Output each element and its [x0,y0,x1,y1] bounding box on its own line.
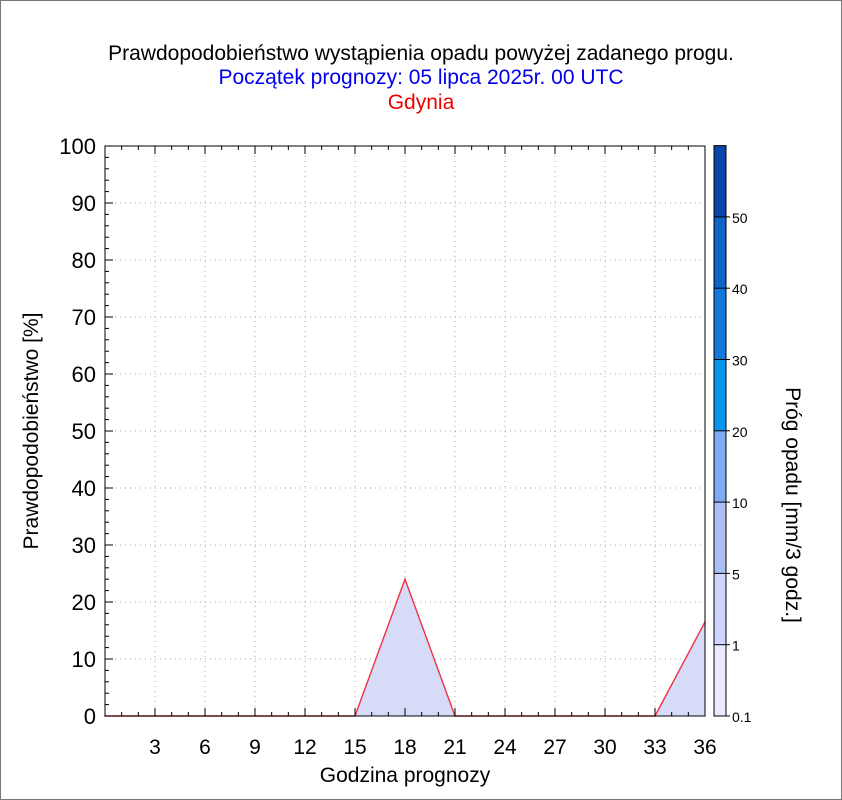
x-tick-label: 30 [593,736,616,759]
x-axis-title: Godzina prognozy [320,764,491,787]
y-tick-label: 40 [72,476,96,501]
x-tick-label: 21 [443,736,466,759]
x-tick-label: 18 [393,736,416,759]
chart-title: Prawdopodobieństwo wystąpienia opadu pow… [108,42,734,65]
y-tick-label: 90 [72,191,96,216]
y-tick-label: 0 [84,704,96,729]
plot-border [104,145,706,717]
y-tick-label: 100 [59,134,96,159]
y-tick-label: 70 [72,305,96,330]
x-tick-label: 6 [199,736,211,759]
colorbar-tick-label: 50 [732,210,748,226]
x-tick-label: 27 [543,736,566,759]
colorbar-segment [714,573,726,645]
y-tick-label: 20 [72,590,96,615]
x-tick-label: 15 [343,736,366,759]
colorbar-tick-label: 0.1 [732,709,752,725]
data-point [404,578,406,580]
x-tick-label: 36 [693,736,716,759]
colorbar-title: Próg opadu [mm/3 godz.] [781,387,804,623]
y-tick-label: 80 [72,248,96,273]
x-tick-label: 12 [293,736,316,759]
probability-area [105,579,705,716]
x-tick-label: 3 [149,736,161,759]
x-tick-label: 9 [249,736,261,759]
forecast-start-subtitle: Początek prognozy: 05 lipca 2025r. 00 UT… [218,66,624,89]
colorbar-segment [714,359,726,431]
colorbar-tick-label: 40 [732,281,748,297]
colorbar-tick-label: 10 [732,495,748,511]
location-label: Gdynia [387,91,455,114]
y-axis-title: Prawdopodobieństwo [%] [20,313,43,550]
x-tick-label: 24 [493,736,517,759]
colorbar-segment [714,430,726,503]
colorbar-tick-label: 1 [732,638,740,654]
y-tick-label: 60 [72,362,96,387]
colorbar-segment [714,288,726,360]
x-tick-label: 33 [643,736,666,759]
colorbar-segment [714,502,726,574]
y-tick-label: 10 [72,647,96,672]
colorbar-tick-label: 5 [732,566,740,582]
y-tick-label: 50 [72,419,96,444]
y-tick-label: 30 [72,533,96,558]
colorbar-segment [714,644,726,716]
colorbar-tick-label: 20 [732,424,748,440]
colorbar-segment [714,216,726,289]
colorbar-segment [714,145,726,217]
colorbar-tick-label: 30 [732,353,748,369]
